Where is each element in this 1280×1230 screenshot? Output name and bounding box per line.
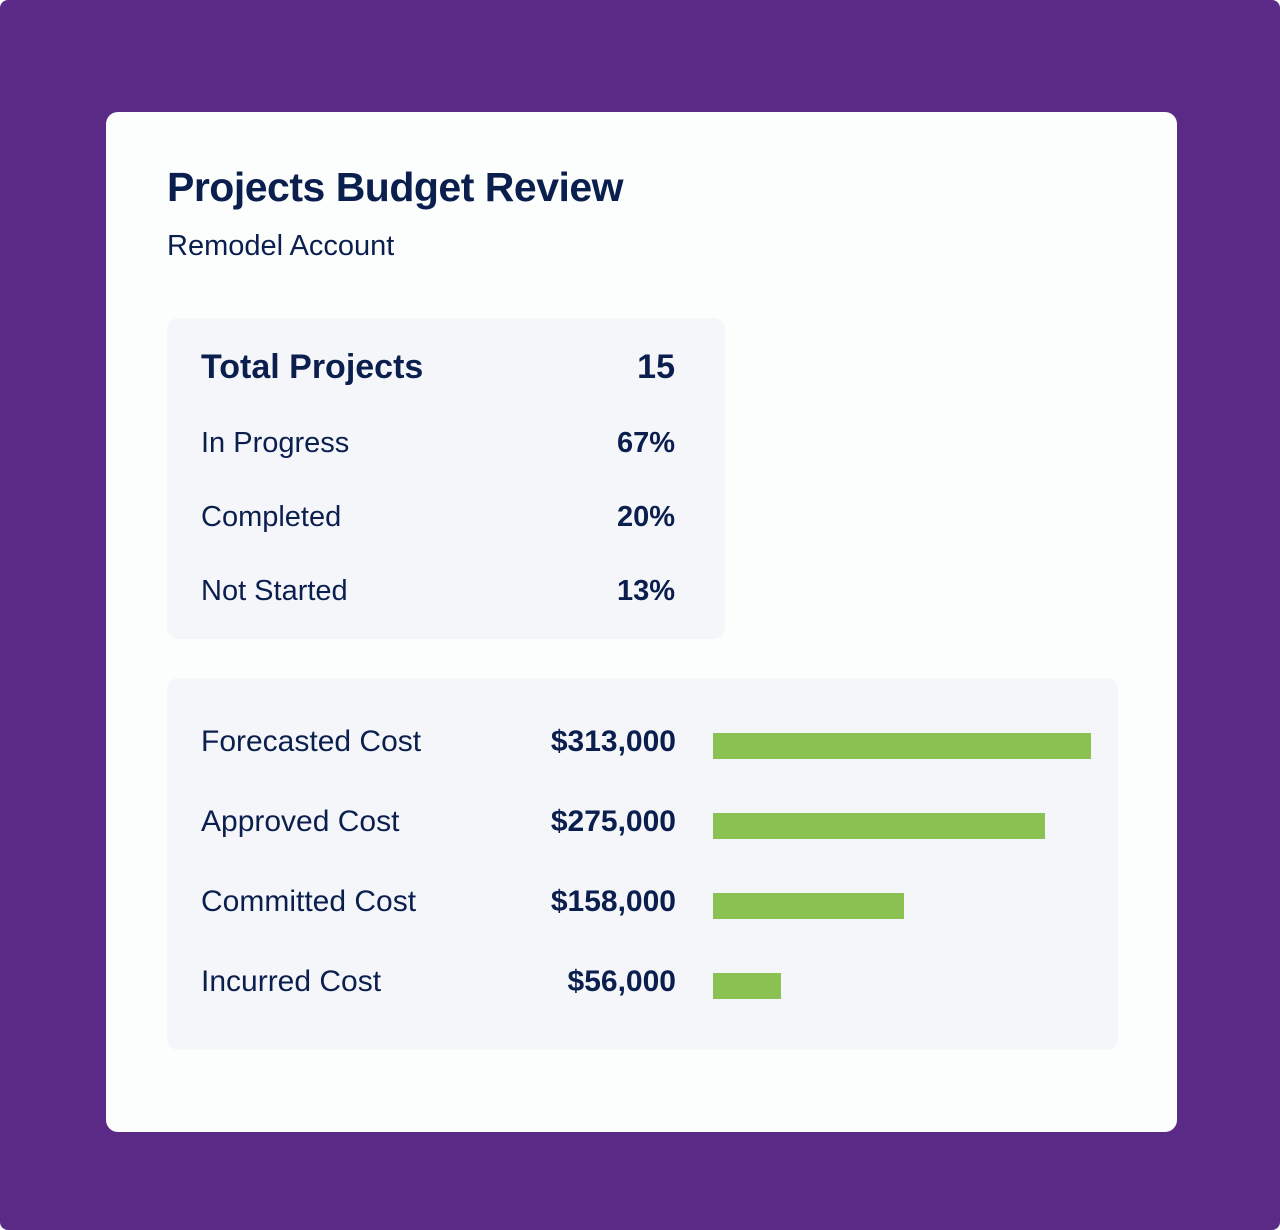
cost-label: Incurred Cost (201, 965, 382, 998)
cost-bar (713, 733, 1091, 759)
stat-completed: Completed 20% (201, 501, 675, 534)
stat-value: 20% (616, 501, 675, 533)
stat-in-progress: In Progress 67% (201, 427, 675, 460)
cost-row-forecasted: Forecasted Cost $313,000 (201, 725, 1101, 765)
project-stats-panel: Total Projects 15 In Progress 67% Comple… (167, 318, 725, 639)
cost-row-approved: Approved Cost $275,000 (201, 805, 1101, 845)
stat-value: 13% (616, 575, 675, 607)
stat-value: 15 (637, 348, 675, 386)
stat-label: In Progress (201, 427, 350, 459)
stat-not-started: Not Started 13% (201, 575, 675, 608)
cost-panel: Forecasted Cost $313,000 Approved Cost $… (167, 678, 1118, 1050)
cost-value: $56,000 (567, 965, 676, 998)
cost-bar (713, 973, 781, 999)
stat-value: 67% (616, 427, 675, 459)
stat-label: Not Started (201, 575, 348, 607)
cost-row-committed: Committed Cost $158,000 (201, 885, 1101, 925)
cost-label: Committed Cost (201, 885, 417, 918)
cost-value: $313,000 (550, 725, 676, 758)
cost-bar (713, 893, 904, 919)
page-title: Projects Budget Review (167, 164, 624, 210)
stat-label: Completed (201, 501, 342, 533)
cost-value: $158,000 (550, 885, 676, 918)
budget-review-card: Projects Budget Review Remodel Account T… (106, 112, 1177, 1132)
stat-label: Total Projects (201, 348, 424, 386)
cost-label: Forecasted Cost (201, 725, 422, 758)
cost-row-incurred: Incurred Cost $56,000 (201, 965, 1101, 1005)
stat-total-projects: Total Projects 15 (201, 348, 675, 387)
cost-label: Approved Cost (201, 805, 400, 838)
cost-value: $275,000 (550, 805, 676, 838)
cost-bar (713, 813, 1046, 839)
account-subtitle: Remodel Account (167, 230, 395, 262)
